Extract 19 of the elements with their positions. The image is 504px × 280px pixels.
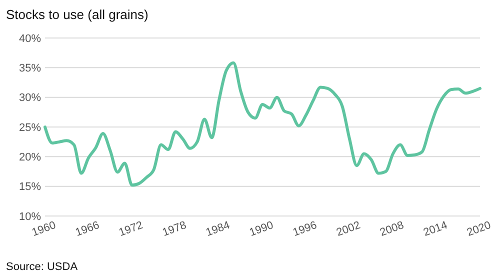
x-tick-label: 2014: [422, 219, 450, 240]
y-tick-label: 25%: [18, 122, 42, 134]
x-tick-label: 1996: [291, 219, 319, 240]
x-tick-label: 1990: [248, 219, 276, 240]
y-tick-label: 35%: [18, 62, 42, 75]
source-note: Source: USDA: [6, 261, 78, 273]
y-tick-label: 40%: [18, 32, 42, 45]
x-tick-label: 1972: [117, 219, 145, 240]
y-tick-label: 15%: [18, 181, 42, 194]
y-tick-label: 30%: [18, 92, 42, 104]
y-tick-label: 20%: [18, 152, 42, 164]
x-tick-label: 1978: [160, 219, 188, 240]
x-tick-label: 2002: [334, 219, 362, 240]
chart-title: Stocks to use (all grains): [6, 7, 148, 22]
line-series: [44, 61, 482, 187]
x-tick-label: 1966: [74, 219, 102, 240]
x-tick-label: 2020: [465, 219, 493, 240]
x-tick-label: 2008: [378, 219, 406, 240]
x-tick-label: 1984: [204, 219, 232, 240]
